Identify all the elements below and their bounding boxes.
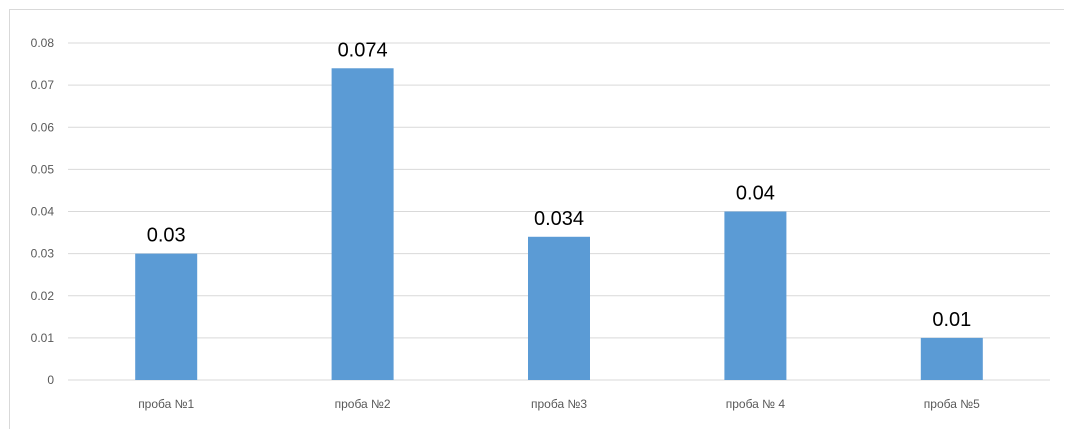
bar — [135, 253, 198, 380]
bar-data-label: 0.034 — [534, 208, 584, 230]
y-tick-label: 0.02 — [31, 289, 55, 303]
bar — [724, 211, 787, 380]
y-tick-label: 0.04 — [31, 205, 55, 219]
bar — [920, 337, 983, 380]
y-tick-label: 0.05 — [31, 162, 55, 176]
bar — [331, 68, 394, 381]
y-tick-label: 0.06 — [31, 120, 55, 134]
bar-data-label: 0.03 — [147, 225, 186, 247]
bar-data-label: 0.04 — [736, 183, 775, 205]
bar-data-label: 0.01 — [932, 309, 971, 331]
y-tick-label: 0 — [47, 373, 54, 387]
bars — [135, 68, 983, 381]
y-tick-label: 0.01 — [31, 331, 55, 345]
chart-frame — [9, 9, 1064, 429]
y-tick-label: 0.07 — [31, 78, 55, 92]
x-tick-label: проба №2 — [335, 397, 391, 411]
y-axis-ticks: 0 0.01 0.02 0.03 0.04 0.05 0.06 0.07 0.08 — [31, 36, 55, 387]
data-labels: 0.03 0.074 0.034 0.04 0.01 — [147, 39, 972, 331]
y-tick-label: 0.03 — [31, 247, 55, 261]
bar-data-label: 0.074 — [338, 39, 388, 61]
bar — [528, 236, 590, 380]
x-tick-label: проба № 4 — [726, 397, 786, 411]
x-tick-label: проба №1 — [138, 397, 194, 411]
x-axis-ticks: проба №1 проба №2 проба №3 проба № 4 проба №… — [138, 397, 980, 411]
x-tick-label: проба №5 — [924, 397, 980, 411]
y-tick-label: 0.08 — [31, 36, 55, 50]
x-tick-label: проба №3 — [531, 397, 587, 411]
